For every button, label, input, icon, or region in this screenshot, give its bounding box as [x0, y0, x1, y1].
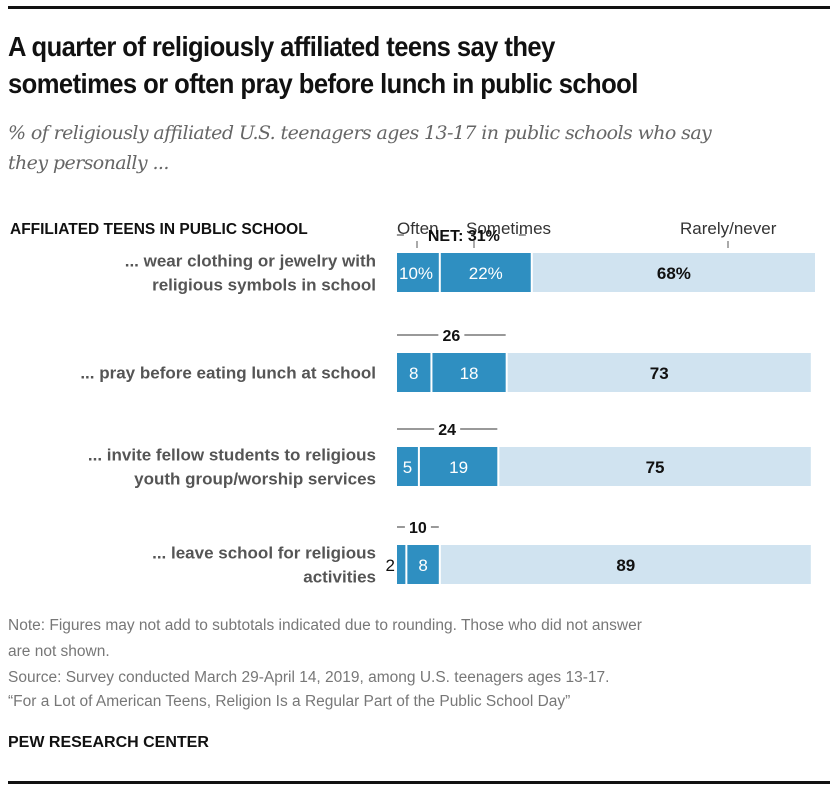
subtitle-line-1: % of religiously affiliated U.S. teenage…: [8, 122, 712, 144]
bar-segment-rarely-never: [507, 353, 811, 392]
bar-segment-sometimes: [432, 353, 506, 392]
data-label: 10%: [399, 264, 433, 283]
data-label: 19: [449, 458, 468, 477]
bar-segment-sometimes: [419, 447, 498, 486]
chart-subtitle: % of religiously affiliated U.S. teenage…: [8, 118, 836, 178]
pew-brand: PEW RESEARCH CENTER: [8, 734, 209, 751]
bar-segment-sometimes: [407, 545, 439, 584]
legend-label-sometimes: Sometimes: [466, 219, 551, 238]
source-text: Source: Survey conducted March 29-April …: [8, 669, 610, 686]
data-label: 5: [403, 458, 412, 477]
note-line-1: Note: Figures may not add to subtotals i…: [8, 617, 642, 634]
category-label: ... pray before eating lunch at school: [80, 364, 376, 383]
stacked-bar-chart: AFFILIATED TEENS IN PUBLIC SCHOOL Often So…: [10, 219, 815, 587]
title-line-2: sometimes or often pray before lunch in …: [8, 68, 638, 99]
data-label: 89: [616, 556, 635, 575]
bar-segment-rarely-never: [499, 447, 811, 486]
bar-segment-sometimes: [440, 253, 531, 292]
data-label: 8: [409, 364, 418, 383]
net-label: NET: 31%: [428, 228, 500, 245]
legend-label-rarely-never: Rarely/never: [680, 219, 777, 238]
top-rule: [8, 6, 830, 9]
net-label: 24: [438, 422, 456, 439]
data-label: 73: [650, 364, 669, 383]
report-title: “For a Lot of American Teens, Religion I…: [8, 693, 571, 710]
category-label: ... invite fellow students to religious: [88, 446, 376, 465]
data-label: 68%: [657, 264, 691, 283]
category-label: activities: [303, 568, 376, 587]
title-line-1: A quarter of religiously affiliated teen…: [8, 31, 555, 62]
bottom-rule: [8, 781, 830, 784]
bar-segment-rarely-never: [532, 253, 815, 292]
category-label: youth group/worship services: [134, 470, 376, 489]
bar-segment-often: [397, 545, 406, 584]
category-label: ... leave school for religious: [152, 544, 376, 563]
net-label: 26: [442, 328, 460, 345]
bar-segment-often: [397, 253, 439, 292]
note-line-2: are not shown.: [8, 643, 110, 660]
subtitle-line-2: they personally ...: [8, 152, 169, 174]
data-label: 18: [460, 364, 479, 383]
chart-title: A quarter of religiously affiliated teen…: [8, 28, 826, 102]
category-label: religious symbols in school: [152, 276, 376, 295]
category-label: ... wear clothing or jewelry with: [125, 252, 376, 271]
data-label: 75: [646, 458, 665, 477]
bar-segment-often: [397, 447, 418, 486]
bar-segment-rarely-never: [440, 545, 811, 584]
data-label: 8: [418, 556, 427, 575]
data-label: 22%: [469, 264, 503, 283]
group-label: AFFILIATED TEENS IN PUBLIC SCHOOL: [10, 221, 308, 238]
data-label: 2: [386, 556, 395, 575]
legend-label-often: Often: [397, 219, 439, 238]
net-label: 10: [409, 520, 427, 537]
bar-segment-often: [397, 353, 431, 392]
